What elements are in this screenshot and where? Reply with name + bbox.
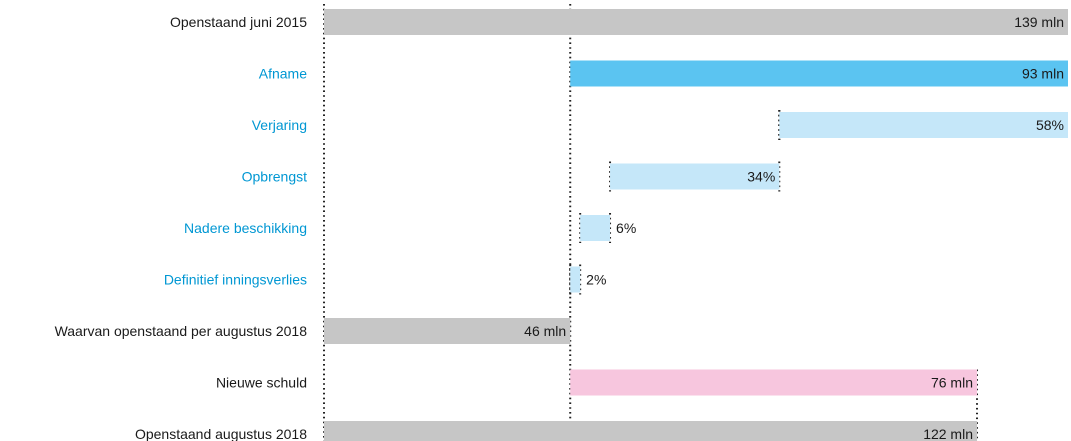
value-label-9: 122 mln <box>923 426 973 441</box>
bar-8 <box>570 369 978 396</box>
category-label-6: Definitief inningsverlies <box>164 272 307 288</box>
category-label-2: Afname <box>259 66 307 82</box>
bar-6 <box>570 266 581 293</box>
bar-7 <box>324 318 571 344</box>
category-label-4: Opbrengst <box>242 169 307 185</box>
bar-4 <box>610 163 780 190</box>
category-label-5: Nadere beschikking <box>184 220 307 236</box>
bar-5 <box>580 215 611 241</box>
value-label-4: 34% <box>747 169 775 185</box>
category-label-3: Verjaring <box>252 117 307 133</box>
category-labels: Openstaand juni 2015 Afname Verjaring Opbre… <box>55 14 308 441</box>
bar-1 <box>324 9 1068 35</box>
value-label-5: 6% <box>616 220 636 236</box>
value-label-2: 93 mln <box>1022 66 1064 82</box>
category-label-1: Openstaand juni 2015 <box>170 14 307 30</box>
bar-9 <box>324 421 978 441</box>
bar-3 <box>779 112 1068 138</box>
value-labels: 139 mln 93 mln 58% 34% 6% 2% 46 mln 76 mln 122 m… <box>524 14 1064 441</box>
category-label-9: Openstaand augustus 2018 <box>135 426 307 441</box>
bars-layer <box>324 9 1068 441</box>
category-label-7: Waarvan openstaand per augustus 2018 <box>55 323 308 339</box>
value-label-7: 46 mln <box>524 323 566 339</box>
value-label-1: 139 mln <box>1014 14 1064 30</box>
bar-2 <box>570 60 1068 87</box>
value-label-8: 76 mln <box>931 375 973 391</box>
category-label-8: Nieuwe schuld <box>216 375 307 391</box>
value-label-6: 2% <box>586 272 606 288</box>
value-label-3: 58% <box>1036 117 1064 133</box>
